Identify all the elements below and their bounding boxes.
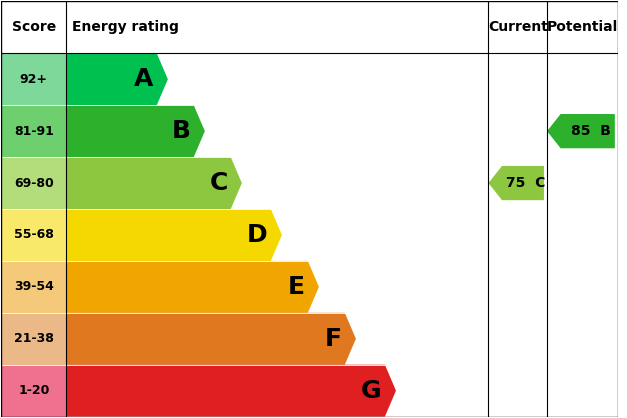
- Bar: [1, 53, 66, 105]
- Bar: [1, 313, 66, 365]
- Text: C: C: [209, 171, 228, 195]
- Bar: [1, 209, 66, 261]
- Bar: [1, 157, 66, 209]
- Polygon shape: [66, 261, 319, 313]
- Text: F: F: [325, 327, 342, 351]
- Text: 69-80: 69-80: [14, 176, 54, 189]
- Text: B: B: [172, 119, 191, 143]
- Bar: [1, 365, 66, 417]
- Text: D: D: [247, 223, 268, 247]
- Text: 75  C: 75 C: [507, 176, 545, 190]
- Text: 92+: 92+: [20, 73, 48, 86]
- Bar: [1, 105, 66, 157]
- Polygon shape: [547, 114, 615, 148]
- Text: 1-20: 1-20: [18, 384, 50, 397]
- Polygon shape: [66, 53, 168, 105]
- Bar: [1, 261, 66, 313]
- Text: Potential: Potential: [547, 20, 618, 34]
- Text: A: A: [134, 67, 154, 91]
- Text: E: E: [288, 275, 305, 299]
- Text: Score: Score: [12, 20, 56, 34]
- Polygon shape: [66, 365, 396, 417]
- Text: 55-68: 55-68: [14, 229, 54, 242]
- Polygon shape: [66, 313, 356, 365]
- Text: 81-91: 81-91: [14, 125, 54, 138]
- Polygon shape: [66, 105, 205, 157]
- Text: 85  B: 85 B: [571, 124, 611, 138]
- Text: Energy rating: Energy rating: [72, 20, 179, 34]
- Polygon shape: [66, 209, 282, 261]
- Text: 39-54: 39-54: [14, 280, 54, 293]
- Text: G: G: [361, 379, 382, 403]
- Polygon shape: [66, 157, 242, 209]
- Text: Current: Current: [488, 20, 547, 34]
- Text: 21-38: 21-38: [14, 332, 54, 345]
- Polygon shape: [488, 166, 544, 200]
